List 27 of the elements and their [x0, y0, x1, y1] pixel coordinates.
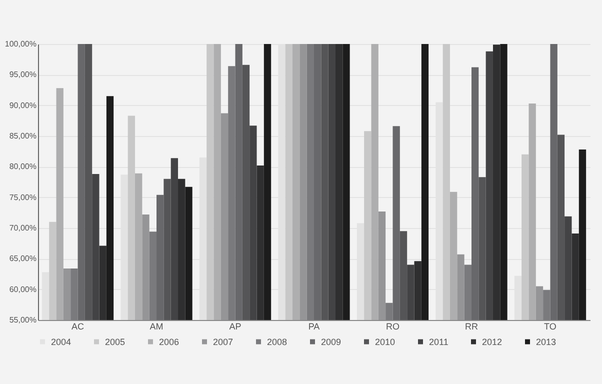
legend-label: 2007	[213, 336, 234, 347]
x-tick-label: AM	[150, 322, 164, 332]
x-tick-label: RR	[464, 322, 478, 332]
y-tick-label: 75,00%	[9, 192, 36, 202]
legend-label: 2005	[105, 336, 126, 347]
y-tick-label: 80,00%	[9, 162, 36, 172]
legend-label: 2013	[536, 336, 556, 347]
x-tick-label: TO	[544, 322, 556, 332]
legend-label: 2009	[321, 336, 342, 347]
legend-label: 2004	[51, 336, 72, 347]
y-tick-label: 100,00%	[4, 40, 36, 48]
x-tick-label: AP	[229, 322, 242, 332]
legend-label: 2008	[267, 336, 288, 347]
y-tick-label: 95,00%	[9, 70, 36, 80]
y-tick-label: 60,00%	[9, 284, 36, 294]
legend-label: 2011	[429, 336, 448, 347]
y-tick-label: 65,00%	[9, 254, 36, 264]
legend-label: 2006	[159, 336, 180, 347]
legend-label: 2010	[375, 336, 396, 347]
x-tick-label: PA	[308, 322, 320, 332]
x-tick-label: RO	[386, 322, 400, 332]
y-tick-label: 70,00%	[9, 224, 36, 232]
y-tick-label: 85,00%	[9, 132, 36, 140]
y-tick-label: 90,00%	[9, 100, 36, 110]
y-tick-label: 55,00%	[9, 316, 36, 324]
legend-label: 2012	[482, 336, 502, 347]
x-tick-label: AC	[72, 322, 85, 332]
